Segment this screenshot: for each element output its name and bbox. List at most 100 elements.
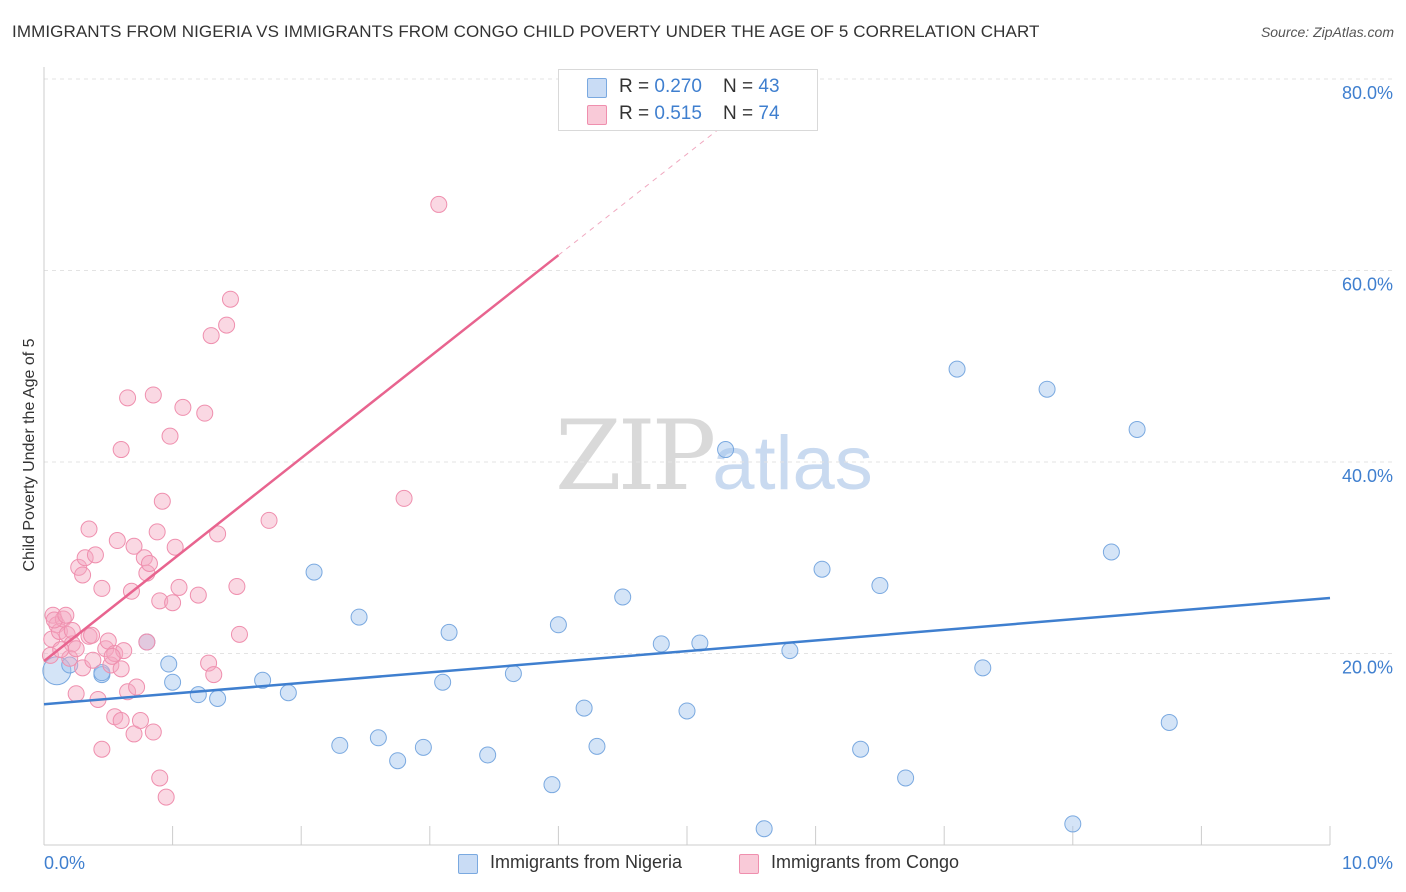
congo-point bbox=[153, 492, 171, 510]
congo-point bbox=[61, 649, 79, 667]
congo-point bbox=[395, 489, 413, 507]
congo-r-label: R = bbox=[619, 103, 655, 124]
nigeria-point bbox=[897, 769, 915, 787]
congo-legend-label: Immigrants from Congo bbox=[771, 852, 960, 872]
gridlines bbox=[44, 78, 1392, 654]
nigeria-point bbox=[209, 690, 227, 708]
congo-point bbox=[151, 592, 169, 610]
congo-trend-extension bbox=[558, 92, 765, 256]
nigeria-point bbox=[614, 588, 632, 606]
nigeria-point bbox=[350, 608, 368, 626]
x-tick-label-min: 0.0% bbox=[44, 853, 85, 873]
congo-point bbox=[67, 640, 85, 658]
nigeria-point bbox=[588, 737, 606, 755]
congo-point bbox=[76, 549, 94, 567]
y-tick-label: 20.0% bbox=[1342, 658, 1393, 678]
congo-trend-line bbox=[43, 254, 560, 663]
congo-point bbox=[166, 538, 184, 556]
nigeria-point bbox=[755, 820, 773, 838]
congo-point bbox=[230, 625, 248, 643]
congo-point bbox=[63, 622, 81, 640]
congo-point bbox=[106, 645, 124, 662]
congo-point bbox=[260, 511, 278, 529]
congo-point bbox=[83, 626, 101, 644]
congo-point bbox=[209, 525, 227, 543]
nigeria-r-label: R = bbox=[619, 76, 655, 97]
trend-lines bbox=[43, 92, 1331, 706]
correlation-legend: R = 0.270 N = 43 R = 0.515 N = 74 bbox=[558, 69, 818, 131]
x-tick-label-max: 10.0% bbox=[1342, 853, 1393, 873]
nigeria-point bbox=[678, 702, 696, 720]
nigeria-r-value: 0.270 bbox=[654, 76, 702, 97]
congo-n-label: N = bbox=[723, 103, 759, 124]
congo-point bbox=[70, 558, 88, 576]
watermark-atlas: atlas bbox=[712, 421, 873, 506]
congo-swatch bbox=[587, 105, 607, 125]
congo-point bbox=[157, 788, 175, 806]
watermark-zip: ZIP bbox=[555, 400, 716, 512]
nigeria-point bbox=[305, 563, 323, 581]
congo-point bbox=[112, 660, 130, 678]
congo-point bbox=[93, 740, 111, 758]
watermark: ZIPatlas bbox=[555, 400, 873, 512]
nigeria-n-value: 43 bbox=[758, 76, 780, 97]
congo-point bbox=[205, 666, 223, 684]
nigeria-legend-label: Immigrants from Nigeria bbox=[490, 852, 683, 872]
nigeria-point bbox=[279, 684, 297, 702]
tick-labels: 20.0% 40.0% 60.0% 80.0% 0.0% 10.0% bbox=[44, 83, 1393, 873]
nigeria-point bbox=[852, 740, 870, 758]
nigeria-n-label: N = bbox=[723, 76, 759, 97]
nigeria-point bbox=[414, 738, 432, 756]
series-congo bbox=[41, 195, 448, 806]
y-axis-label: Child Poverty Under the Age of 5 bbox=[21, 338, 38, 572]
nigeria-point bbox=[1102, 543, 1120, 561]
nigeria-point bbox=[61, 656, 79, 674]
congo-point bbox=[103, 647, 121, 665]
congo-point bbox=[86, 546, 104, 564]
chart-title: IMMIGRANTS FROM NIGERIA VS IMMIGRANTS FR… bbox=[12, 22, 1040, 41]
congo-point bbox=[119, 389, 137, 407]
nigeria-legend-swatch bbox=[458, 854, 478, 874]
source-label: Source: ZipAtlas.com bbox=[1260, 24, 1394, 40]
congo-point bbox=[164, 594, 182, 612]
congo-point bbox=[196, 404, 214, 422]
nigeria-point bbox=[781, 642, 799, 660]
nigeria-point bbox=[1128, 420, 1146, 438]
congo-point bbox=[218, 316, 236, 334]
nigeria-point bbox=[254, 671, 272, 689]
nigeria-point bbox=[440, 623, 458, 641]
nigeria-point bbox=[434, 673, 452, 691]
nigeria-point bbox=[189, 686, 207, 704]
congo-point bbox=[108, 532, 126, 550]
nigeria-point bbox=[1160, 713, 1178, 731]
congo-point bbox=[202, 327, 220, 345]
nigeria-swatch bbox=[587, 78, 607, 98]
congo-point bbox=[430, 195, 448, 213]
congo-point bbox=[84, 651, 102, 669]
nigeria-point bbox=[543, 776, 561, 794]
nigeria-point bbox=[652, 635, 670, 653]
congo-point bbox=[128, 678, 146, 696]
nigeria-point bbox=[1038, 380, 1056, 398]
y-tick-label: 60.0% bbox=[1342, 275, 1393, 295]
congo-point bbox=[138, 633, 156, 651]
nigeria-point bbox=[1064, 815, 1082, 833]
congo-point bbox=[174, 398, 192, 416]
congo-point bbox=[112, 441, 130, 459]
nigeria-point bbox=[369, 729, 387, 747]
congo-point bbox=[102, 656, 120, 674]
congo-point bbox=[112, 712, 130, 730]
nigeria-point bbox=[504, 665, 522, 683]
nigeria-point bbox=[575, 699, 593, 717]
congo-point bbox=[151, 769, 169, 787]
nigeria-point bbox=[164, 673, 182, 691]
congo-point bbox=[221, 290, 239, 308]
nigeria-point bbox=[479, 746, 497, 764]
y-tick-label: 80.0% bbox=[1342, 83, 1393, 103]
congo-point bbox=[67, 685, 85, 703]
congo-point bbox=[144, 723, 162, 741]
congo-point bbox=[131, 712, 149, 730]
congo-point bbox=[161, 427, 179, 445]
nigeria-point bbox=[813, 560, 831, 578]
